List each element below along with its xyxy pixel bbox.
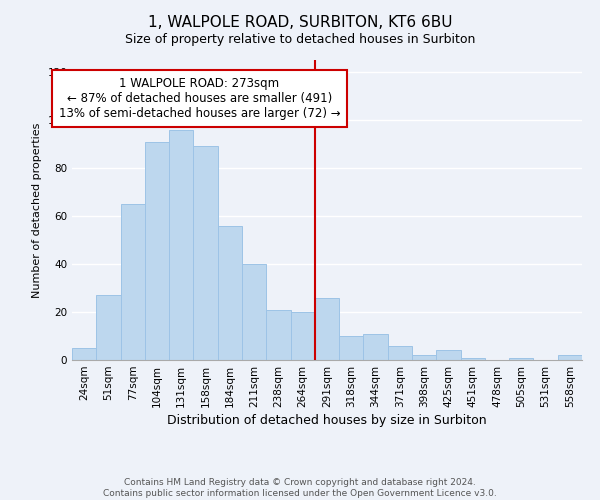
Bar xyxy=(315,298,339,360)
Bar xyxy=(266,310,290,360)
Bar xyxy=(509,358,533,360)
X-axis label: Distribution of detached houses by size in Surbiton: Distribution of detached houses by size … xyxy=(167,414,487,427)
Text: Contains HM Land Registry data © Crown copyright and database right 2024.
Contai: Contains HM Land Registry data © Crown c… xyxy=(103,478,497,498)
Bar xyxy=(412,355,436,360)
Bar xyxy=(242,264,266,360)
Bar xyxy=(388,346,412,360)
Bar xyxy=(218,226,242,360)
Bar xyxy=(461,358,485,360)
Text: 1 WALPOLE ROAD: 273sqm
← 87% of detached houses are smaller (491)
13% of semi-de: 1 WALPOLE ROAD: 273sqm ← 87% of detached… xyxy=(59,77,340,120)
Bar xyxy=(96,295,121,360)
Bar xyxy=(169,130,193,360)
Bar xyxy=(290,312,315,360)
Bar xyxy=(364,334,388,360)
Bar xyxy=(436,350,461,360)
Bar xyxy=(72,348,96,360)
Bar xyxy=(121,204,145,360)
Text: Size of property relative to detached houses in Surbiton: Size of property relative to detached ho… xyxy=(125,32,475,46)
Bar xyxy=(145,142,169,360)
Bar xyxy=(558,355,582,360)
Bar xyxy=(339,336,364,360)
Y-axis label: Number of detached properties: Number of detached properties xyxy=(32,122,42,298)
Bar xyxy=(193,146,218,360)
Text: 1, WALPOLE ROAD, SURBITON, KT6 6BU: 1, WALPOLE ROAD, SURBITON, KT6 6BU xyxy=(148,15,452,30)
